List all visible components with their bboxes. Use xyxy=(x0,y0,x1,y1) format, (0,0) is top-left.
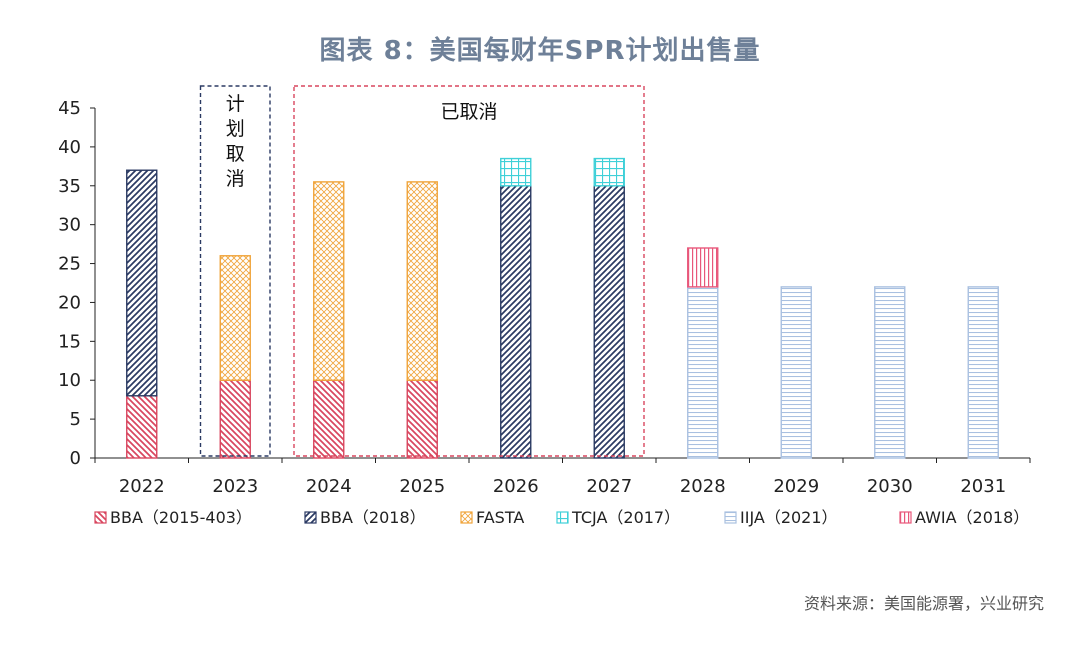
x-tick-label: 2026 xyxy=(493,476,539,497)
y-tick-label: 20 xyxy=(58,292,81,313)
bar-segment xyxy=(219,379,251,459)
x-tick-label: 2030 xyxy=(867,476,913,497)
x-tick-label: 2025 xyxy=(399,476,445,497)
bar-segment xyxy=(313,379,345,459)
y-tick-label: 30 xyxy=(58,215,81,236)
x-tick-label: 2023 xyxy=(212,476,258,497)
chart-annotations: 计划取消 已取消 xyxy=(199,85,645,457)
bar-segment xyxy=(874,286,906,459)
legend-swatch xyxy=(460,511,473,524)
y-tick-label: 10 xyxy=(58,370,81,391)
y-tick-label: 5 xyxy=(70,409,81,430)
y-tick-label: 15 xyxy=(58,331,81,352)
annotation-box xyxy=(293,85,645,457)
annotation-box xyxy=(199,85,271,457)
bar-segment xyxy=(500,185,532,459)
x-tick-label: 2022 xyxy=(119,476,165,497)
legend-swatch xyxy=(304,511,317,524)
legend-swatch xyxy=(724,511,737,524)
legend-label: IIJA（2021） xyxy=(740,508,838,527)
x-tick-label: 2028 xyxy=(680,476,726,497)
legend-swatch xyxy=(94,511,107,524)
bar-segment xyxy=(313,181,345,381)
bar-segment xyxy=(126,169,158,397)
bar-segment xyxy=(687,247,719,288)
annotation-label: 计划取消 xyxy=(226,93,245,190)
chart-legend: BBA（2015-403） BBA（2018） FASTA TCJA（2017） IIJ… xyxy=(94,508,1029,527)
y-tick-label: 25 xyxy=(58,254,81,275)
x-tick-label: 2024 xyxy=(306,476,352,497)
bar-segment xyxy=(967,286,999,459)
legend-swatch xyxy=(556,511,569,524)
annotation-label: 已取消 xyxy=(440,101,497,123)
legend-label: BBA（2018） xyxy=(320,508,426,527)
legend-label: AWIA（2018） xyxy=(915,508,1029,527)
source-note: 资料来源：美国能源署，兴业研究 xyxy=(803,594,1044,613)
y-tick-label: 0 xyxy=(70,448,81,469)
x-tick-label: 2027 xyxy=(586,476,632,497)
bar-segment xyxy=(593,185,625,459)
bar-segment xyxy=(687,286,719,459)
bar-segment xyxy=(593,157,625,187)
x-tick-label: 2031 xyxy=(960,476,1006,497)
bar-segment xyxy=(219,255,251,381)
chart-title: 图表 8：美国每财年SPR计划出售量 xyxy=(319,36,761,66)
y-tick-label: 45 xyxy=(58,98,81,119)
legend-label: TCJA（2017） xyxy=(571,508,680,527)
bar-segment xyxy=(406,379,438,459)
bar-segment xyxy=(500,157,532,187)
y-tick-label: 35 xyxy=(58,176,81,197)
x-tick-label: 2029 xyxy=(773,476,819,497)
bar-segment xyxy=(780,286,812,459)
legend-label: BBA（2015-403） xyxy=(110,508,252,527)
y-tick-label: 40 xyxy=(58,137,81,158)
legend-swatch xyxy=(899,511,912,524)
bar-segment xyxy=(126,395,158,459)
chart-bars xyxy=(126,157,999,459)
legend-label: FASTA xyxy=(476,508,524,527)
bar-segment xyxy=(406,181,438,381)
